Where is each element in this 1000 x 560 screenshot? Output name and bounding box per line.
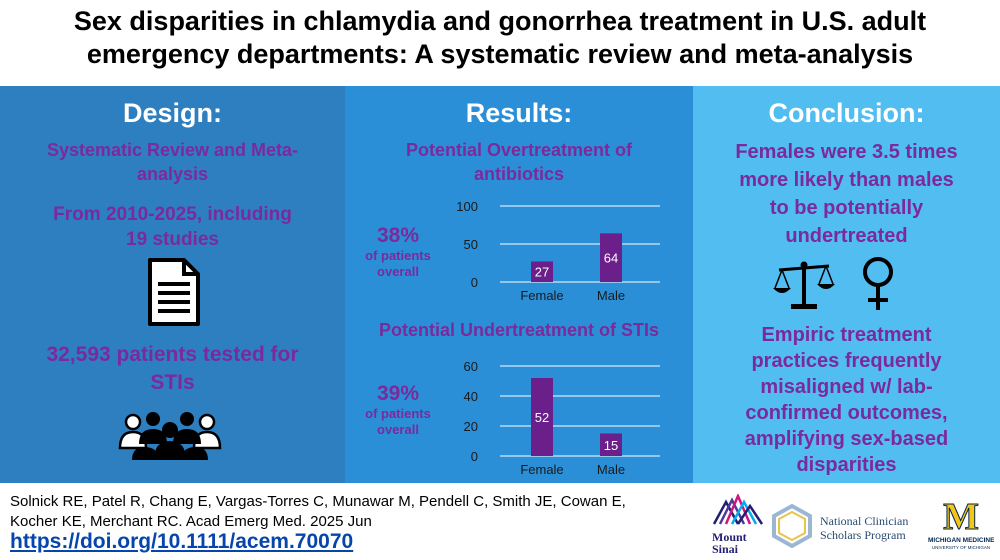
- undertreatment-percent-sub-2: overall: [377, 422, 419, 437]
- conclusion-statement-line-1: Empiric treatment: [761, 324, 932, 346]
- conclusion-statement-line-5: amplifying sex-based: [744, 428, 949, 450]
- undertreatment-chart-svg: 0 20 40 60 52 Female 15 Male: [464, 359, 660, 477]
- y-tick-label: 20: [464, 419, 478, 434]
- design-heading: Design:: [122, 98, 222, 128]
- doi-link[interactable]: https://doi.org/10.1111/acem.70070: [10, 530, 354, 553]
- design-panel: Design: Systematic Review and Meta- anal…: [0, 86, 345, 483]
- design-method-line-1: Systematic Review and Meta-: [46, 140, 299, 160]
- michigan-medicine-wordmark: MICHIGAN MEDICINE: [928, 537, 995, 544]
- citation-line-2: Kocher KE, Merchant RC. Acad Emerg Med. …: [10, 513, 372, 530]
- ncsp-logo: National Clinician Scholars Program: [770, 504, 920, 550]
- conclusion-statement-line-3: misaligned w/ lab-: [760, 376, 933, 398]
- design-method: Systematic Review and Meta- analysis: [10, 138, 335, 186]
- people-group-icon: [118, 412, 222, 460]
- overtreatment-chart: 0 50 100 27 Female 64 Male: [450, 194, 660, 311]
- page-title: Sex disparities in chlamydia and gonorrh…: [0, 0, 1000, 86]
- ncsp-word-2: Scholars Program: [820, 528, 906, 542]
- conclusion-finding-line-3: to be potentially: [769, 197, 924, 219]
- bar-value-label: 15: [604, 438, 618, 453]
- document-icon: [148, 258, 200, 326]
- undertreatment-percent-block: 39% of patients overall: [353, 382, 443, 438]
- design-period-line-2: 19 studies: [126, 229, 219, 250]
- bar-female: [531, 378, 553, 456]
- mount-sinai-mark-icon: [712, 492, 764, 525]
- ncsp-word-1: National Clinician: [820, 514, 909, 528]
- results-panel: Results: Potential Overtreatment of anti…: [345, 86, 693, 483]
- overtreatment-chart-svg: 0 50 100 27 Female 64 Male: [456, 199, 660, 303]
- undertreatment-percent: 39%: [376, 382, 420, 405]
- michigan-medicine-logo: M MICHIGAN MEDICINE UNIVERSITY OF MICHIG…: [928, 498, 994, 556]
- bar-value-label: 27: [535, 265, 549, 280]
- conclusion-panel: Conclusion: Females were 3.5 times more …: [693, 86, 1000, 483]
- overtreatment-title: Potential Overtreatment of antibiotics: [355, 138, 683, 186]
- undertreatment-chart: 0 20 40 60 52 Female 15 Male: [450, 354, 660, 485]
- title-line-1: Sex disparities in chlamydia and gonorrh…: [73, 6, 927, 36]
- x-tick-label: Female: [520, 462, 563, 477]
- overtreatment-title-line-1: Potential Overtreatment of: [405, 140, 633, 160]
- y-tick-label: 0: [471, 449, 478, 464]
- design-patients: 32,593 patients tested for STIs: [10, 341, 335, 397]
- balance-scale-icon: [773, 261, 835, 309]
- design-period: From 2010-2025, including 19 studies: [10, 202, 335, 252]
- hexagon-icon: [772, 504, 812, 548]
- bar-male: [600, 233, 622, 282]
- overtreatment-percent: 38%: [376, 224, 420, 247]
- conclusion-finding-line-2: more likely than males: [739, 169, 954, 191]
- conclusion-statement-line-4: confirmed outcomes,: [745, 402, 948, 424]
- overtreatment-percent-block: 38% of patients overall: [353, 224, 443, 280]
- bar-female: [531, 261, 553, 282]
- michigan-block-m: M: [943, 496, 980, 538]
- y-tick-label: 40: [464, 389, 478, 404]
- conclusion-statement-line-2: practices frequently: [751, 350, 942, 372]
- female-symbol-icon: [863, 257, 893, 310]
- conclusion-finding: Females were 3.5 times more likely than …: [698, 138, 995, 250]
- citation-line-1: Solnick RE, Patel R, Chang E, Vargas-Tor…: [10, 493, 626, 510]
- design-patients-line-2: STIs: [150, 371, 195, 394]
- ncsp-wordmark: National Clinician Scholars Program: [820, 514, 908, 542]
- design-period-line-1: From 2010-2025, including: [53, 204, 292, 225]
- x-tick-label: Male: [597, 462, 625, 477]
- title-line-2: emergency departments: A systematic revi…: [86, 39, 914, 69]
- y-tick-label: 60: [464, 359, 478, 374]
- conclusion-finding-line-4: undertreated: [785, 225, 908, 247]
- conclusion-statement: Empiric treatment practices frequently m…: [698, 322, 995, 478]
- mount-sinai-wordmark: Mount Sinai: [712, 531, 764, 555]
- mount-sinai-word-1: Mount: [712, 530, 747, 544]
- y-tick-label: 100: [456, 199, 478, 214]
- y-tick-label: 0: [471, 275, 478, 290]
- conclusion-statement-line-6: disparities: [796, 454, 897, 476]
- x-tick-label: Male: [597, 288, 625, 303]
- michigan-university-wordmark: UNIVERSITY OF MICHIGAN: [931, 545, 991, 550]
- bar-value-label: 64: [604, 251, 618, 266]
- design-method-line-2: analysis: [136, 164, 209, 184]
- mount-sinai-logo: Mount Sinai: [712, 492, 764, 556]
- overtreatment-title-line-2: antibiotics: [473, 164, 564, 184]
- mount-sinai-word-2: Sinai: [712, 542, 739, 556]
- bar-male: [600, 433, 622, 456]
- undertreatment-percent-sub-1: of patients: [365, 406, 431, 421]
- undertreatment-title: Potential Undertreatment of STIs: [378, 320, 660, 340]
- results-heading: Results:: [465, 98, 573, 128]
- x-tick-label: Female: [520, 288, 563, 303]
- conclusion-heading: Conclusion:: [768, 98, 925, 128]
- bar-value-label: 52: [535, 410, 549, 425]
- design-patients-line-1: 32,593 patients tested for: [46, 343, 299, 366]
- overtreatment-percent-sub-2: overall: [377, 264, 419, 279]
- citation: Solnick RE, Patel R, Chang E, Vargas-Tor…: [10, 492, 710, 532]
- y-tick-label: 50: [464, 237, 478, 252]
- overtreatment-percent-sub-1: of patients: [365, 248, 431, 263]
- conclusion-finding-line-1: Females were 3.5 times: [735, 141, 958, 163]
